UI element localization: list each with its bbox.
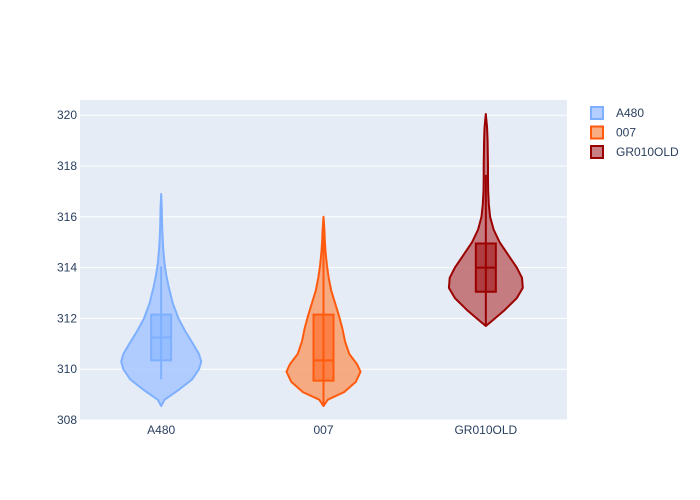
- violin-a480: [120, 193, 203, 407]
- legend: A480 007 GR010OLD: [590, 106, 679, 159]
- y-tick-label: 308: [57, 413, 77, 427]
- violins: [120, 113, 524, 407]
- legend-label: A480: [616, 106, 644, 120]
- y-tick-label: 320: [57, 108, 77, 122]
- legend-item-007: 007: [590, 125, 636, 140]
- y-tick-label: 310: [57, 362, 77, 376]
- legend-label: GR010OLD: [616, 145, 679, 159]
- legend-swatch: [590, 125, 604, 140]
- legend-swatch: [590, 106, 604, 120]
- legend-item-a480: A480: [590, 106, 644, 120]
- x-tick-label: GR010OLD: [454, 423, 517, 437]
- violin-007: [285, 215, 362, 407]
- y-tick-label: 316: [57, 210, 77, 224]
- y-axis-tick-labels: 308 310 312 314 316 318 320: [57, 108, 77, 427]
- x-axis-tick-labels: A480 007 GR010OLD: [147, 423, 517, 437]
- y-tick-label: 318: [57, 159, 77, 173]
- box-iqr: [312, 313, 335, 382]
- legend-swatch: [590, 145, 604, 159]
- x-tick-label: 007: [313, 423, 333, 437]
- x-tick-label: A480: [147, 423, 175, 437]
- legend-label: 007: [616, 126, 636, 140]
- legend-item-gr010old: GR010OLD: [590, 145, 679, 159]
- y-tick-label: 312: [57, 311, 77, 325]
- violin-gr010old: [447, 113, 524, 327]
- y-tick-label: 314: [57, 261, 77, 275]
